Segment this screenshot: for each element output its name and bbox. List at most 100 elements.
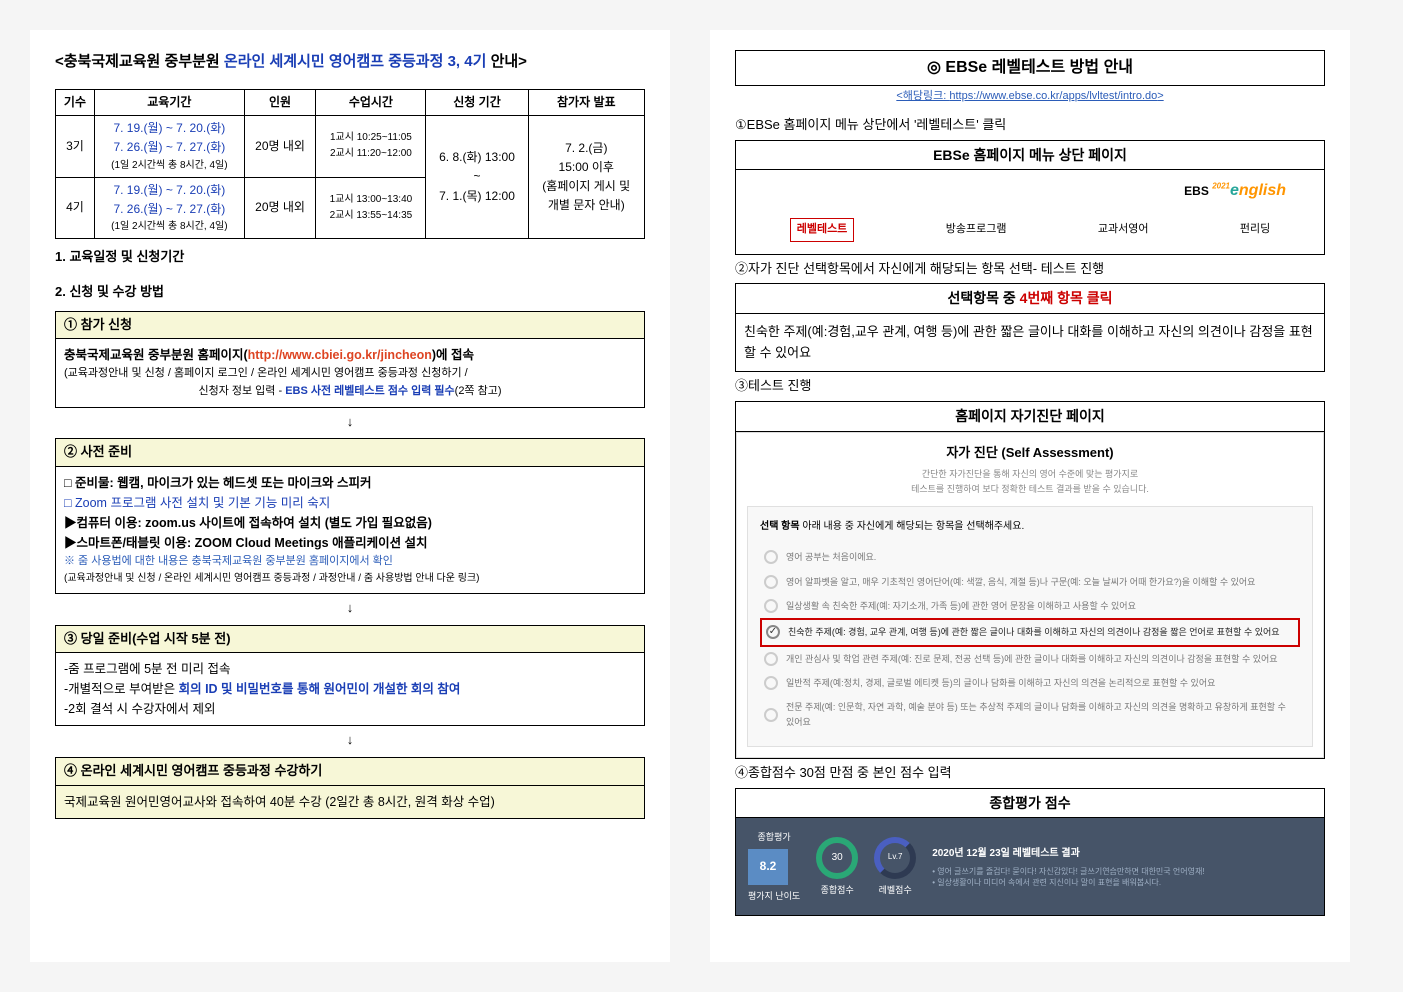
option-label: 일상생활 속 친숙한 주제(예: 자기소개, 가족 등)에 관한 영어 문장을 … (786, 599, 1136, 613)
time-line: 2교시 11:20~12:00 (321, 146, 420, 162)
assessment-panel: 자가 진단 (Self Assessment) 간단한 자가진단을 통해 자신의… (736, 432, 1324, 759)
date-line: 7. 19.(월) ~ 7. 20.(화) (100, 119, 239, 138)
box1-line3: 신청자 정보 입력 - EBS 사전 레벨테스트 점수 입력 필수(2쪽 참고) (64, 383, 636, 401)
level-label: 레벨점수 (874, 883, 916, 897)
ebs-link-url[interactable]: https://www.ebse.co.kr/apps/lvltest/intr… (949, 90, 1157, 102)
box2-l4: ▶스마트폰/태블릿 이용: ZOOM Cloud Meetings 애플리케이션… (64, 533, 636, 553)
section-heading-1: 1. 교육일정 및 신청기간 (55, 247, 645, 268)
arrow-icon: ↓ (55, 730, 645, 751)
text: > (1157, 90, 1163, 102)
assess-title: 자가 진단 (Self Assessment) (747, 443, 1313, 464)
logo-english: 2021english (1212, 182, 1286, 199)
score-total: 30 종합점수 (816, 837, 858, 897)
option-7[interactable]: 전문 주제(예: 인문학, 자연 과학, 예술 분야 등) 또는 추상적 주제의… (760, 695, 1300, 734)
assessment-box: 자가 진단 (Self Assessment) 간단한 자가진단을 통해 자신의… (735, 432, 1325, 760)
option-1[interactable]: 영어 공부는 처음이에요. (760, 545, 1300, 569)
option-label: 친숙한 주제(예: 경험, 교우 관계, 여행 등)에 관한 짧은 글이나 대화… (788, 625, 1280, 639)
cell-times: 1교시 10:25~11:05 2교시 11:20~12:00 (316, 116, 426, 177)
total-label: 종합점수 (816, 883, 858, 897)
total-value: 30 (832, 850, 843, 866)
box2-l1: □ 준비물: 웹캠, 마이크가 있는 헤드셋 또는 마이크와 스피커 (64, 473, 636, 493)
radio-icon (764, 676, 778, 690)
schedule-table: 기수 교육기간 인원 수업시간 신청 기간 참가자 발표 3기 7. 19.(월… (55, 89, 645, 239)
date-line: 7. 19.(월) ~ 7. 20.(화) (100, 181, 239, 200)
box2-note2: (교육과정안내 및 신청 / 온라인 세계시민 영어캠프 중등과정 / 과정안내… (64, 571, 636, 587)
text: )에 접속 (432, 348, 474, 362)
option-label: 영어 알파벳을 알고, 매우 기초적인 영어단어(예: 색깔, 음식, 계절 등… (786, 575, 1255, 589)
ebs-logo: EBS 2021english (744, 178, 1316, 204)
nav-funreading[interactable]: 펀리딩 (1240, 221, 1270, 239)
result-line-1: • 영어 글쓰기를 즐겁다! 묻이다! 자신감있다! 글쓰기연습만하면 대한민국… (932, 866, 1312, 877)
text: 선택항목 중 (947, 290, 1019, 306)
date-note: (1일 2시간씩 총 8시간, 4일) (100, 158, 239, 174)
option-5[interactable]: 개인 관심사 및 학업 관련 주제(예: 진로 문제, 전공 선택 등)에 관한… (760, 647, 1300, 671)
selection-title: 선택항목 중 4번째 항목 클릭 (735, 283, 1325, 313)
box3-l1: -줌 프로그램에 5분 전 미리 접속 (64, 659, 636, 679)
box2-l2: □ Zoom 프로그램 사전 설치 및 기본 기능 미리 숙지 (64, 493, 636, 513)
score-result: 2020년 12월 23일 레벨테스트 결과 • 영어 글쓰기를 즐겁다! 묻이… (932, 846, 1312, 888)
box4-title: ④ 온라인 세계시민 영어캠프 중등과정 수강하기 (55, 757, 645, 785)
radio-icon (764, 575, 778, 589)
prompt-text: 아래 내용 중 자신에게 해당되는 항목을 선택해주세요. (802, 521, 1024, 532)
ebs-guide-title: ◎ EBSe 레벨테스트 방법 안내 (735, 50, 1325, 86)
time-line: 1교시 13:00~13:40 (321, 192, 420, 208)
date-note: (1일 2시간씩 총 8시간, 4일) (100, 219, 239, 235)
text: -개별적으로 부여받은 (64, 682, 179, 696)
th-ki: 기수 (56, 90, 95, 116)
ebs-link: <해당링크: https://www.ebse.co.kr/apps/lvlte… (735, 86, 1325, 112)
th-class: 수업시간 (316, 90, 426, 116)
arrow-icon: ↓ (55, 598, 645, 619)
option-label: 개인 관심사 및 학업 관련 주제(예: 진로 문제, 전공 선택 등)에 관한… (786, 652, 1278, 666)
cell-announce: 7. 2.(금) 15:00 이후 (홈페이지 게시 및 개별 문자 안내) (528, 116, 644, 239)
date-line: 7. 26.(월) ~ 7. 27.(화) (100, 200, 239, 219)
cell-ki: 4기 (56, 177, 95, 238)
box4: 국제교육원 원어민영어교사와 접속하여 40분 수강 (2일간 총 8시간, 원… (55, 785, 645, 819)
assess-subtitle: 간단한 자가진단을 통해 자신의 영어 수준에 맞는 평가지로 테스트를 진행하… (747, 467, 1313, 496)
radio-icon (764, 599, 778, 613)
donut-total: 30 (816, 837, 858, 879)
box3: -줌 프로그램에 5분 전 미리 접속 -개별적으로 부여받은 회의 ID 및 … (55, 652, 645, 726)
page-title: <충북국제교육원 중부분원 온라인 세계시민 영어캠프 중등과정 3, 4기 안… (55, 50, 645, 74)
box3-title: ③ 당일 준비(수업 시작 5분 전) (55, 625, 645, 653)
text: (2쪽 참고) (455, 385, 502, 397)
step-3: ③테스트 진행 (735, 376, 1325, 397)
box2: □ 준비물: 웹캠, 마이크가 있는 헤드셋 또는 마이크와 스피커 □ Zoo… (55, 466, 645, 594)
option-4[interactable]: 친숙한 주제(예: 경험, 교우 관계, 여행 등)에 관한 짧은 글이나 대화… (760, 618, 1300, 646)
box1-line2: (교육과정안내 및 신청 / 홈페이지 로그인 / 온라인 세계시민 영어캠프 … (64, 365, 636, 383)
nav-program[interactable]: 방송프로그램 (946, 221, 1007, 239)
section-heading-2: 2. 신청 및 수강 방법 (55, 282, 645, 303)
cell-dates: 7. 19.(월) ~ 7. 20.(화) 7. 26.(월) ~ 7. 27.… (94, 116, 244, 177)
box1: 충북국제교육원 중부분원 홈페이지(http://www.cbiei.go.kr… (55, 338, 645, 407)
radio-icon (766, 625, 780, 639)
box1-title: ① 참가 신청 (55, 311, 645, 339)
box2-l3: ▶컴퓨터 이용: zoom.us 사이트에 접속하여 설치 (별도 가입 필요없… (64, 513, 636, 533)
ebs-score-note: EBS 사전 레벨테스트 점수 입력 필수 (285, 385, 454, 397)
box1-line1: 충북국제교육원 중부분원 홈페이지(http://www.cbiei.go.kr… (64, 345, 636, 365)
option-6[interactable]: 일반적 주제(예:정치, 경제, 글로벌 에티켓 등)의 글이나 담화를 이해하… (760, 671, 1300, 695)
option-2[interactable]: 영어 알파벳을 알고, 매우 기초적인 영어단어(예: 색깔, 음식, 계절 등… (760, 570, 1300, 594)
option-label: 일반적 주제(예:정치, 경제, 글로벌 에티켓 등)의 글이나 담화를 이해하… (786, 676, 1215, 690)
cell-dates: 7. 19.(월) ~ 7. 20.(화) 7. 26.(월) ~ 7. 27.… (94, 177, 244, 238)
ebs-nav: 레벨테스트 방송프로그램 교과서영어 펀리딩 (744, 210, 1316, 246)
homepage-url[interactable]: http://www.cbiei.go.kr/jincheon (248, 348, 432, 362)
nav-box-title: EBSe 홈페이지 메뉴 상단 페이지 (735, 140, 1325, 170)
score-box-wrap: 종합평가 8.2 평가지 난이도 30 종합점수 Lv.7 레벨점수 2020년… (735, 818, 1325, 916)
option-label: 전문 주제(예: 인문학, 자연 과학, 예술 분야 등) 또는 추상적 주제의… (786, 700, 1296, 729)
section-badge: 종합평가 (748, 830, 800, 844)
result-title: 2020년 12월 23일 레벨테스트 결과 (932, 846, 1312, 862)
nav-textbook[interactable]: 교과서영어 (1098, 221, 1149, 239)
selection-desc: 친숙한 주제(예:경험,교우 관계, 여행 등)에 관한 짧은 글이나 대화를 … (735, 314, 1325, 373)
th-period: 교육기간 (94, 90, 244, 116)
th-people: 인원 (244, 90, 316, 116)
box2-title: ② 사전 준비 (55, 438, 645, 466)
assessment-box-title: 홈페이지 자기진단 페이지 (735, 401, 1325, 431)
result-line-2: • 일상생활이나 미디어 속에서 관련 지신이나 말이 표현을 배워봅시다. (932, 877, 1312, 888)
text: <해당링크: (896, 90, 949, 102)
nav-leveltest[interactable]: 레벨테스트 (790, 218, 855, 242)
prompt-label: 선택 항목 (760, 521, 800, 532)
title-highlight: 온라인 세계시민 영어캠프 중등과정 3, 4기 (224, 53, 487, 70)
option-3[interactable]: 일상생활 속 친숙한 주제(예: 자기소개, 가족 등)에 관한 영어 문장을 … (760, 594, 1300, 618)
right-page: ◎ EBSe 레벨테스트 방법 안내 <해당링크: https://www.eb… (710, 30, 1350, 962)
difficulty-label: 평가지 난이도 (748, 889, 800, 903)
box3-l3: -2회 결석 시 수강자에서 제외 (64, 699, 636, 719)
